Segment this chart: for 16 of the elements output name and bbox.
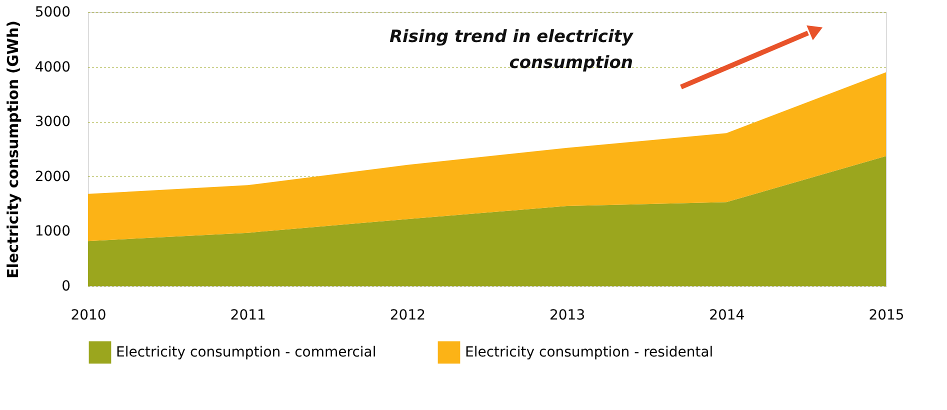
y-tick-label: 0 [62, 278, 70, 294]
x-tick-label: 2013 [549, 308, 586, 324]
y-tick-label: 4000 [34, 59, 70, 76]
y-tick-label: 3000 [34, 114, 70, 130]
x-tick-label: 2010 [70, 308, 106, 324]
legend-label: Electricity consumption - residental [465, 344, 714, 360]
x-tick-label: 2014 [709, 308, 745, 324]
y-tick-label: 1000 [34, 224, 70, 240]
x-tick-label: 2011 [230, 308, 266, 324]
y-axis-title: Electricity consumption (GWh) [4, 20, 22, 278]
y-tick-label: 5000 [34, 4, 70, 20]
x-tick-label: 2012 [390, 308, 426, 324]
x-tick-label: 2015 [868, 308, 904, 324]
legend-label: Electricity consumption - commercial [116, 344, 376, 360]
y-tick-label: 2000 [34, 168, 70, 185]
annotation: Rising trend in electricity consumption [389, 27, 634, 73]
